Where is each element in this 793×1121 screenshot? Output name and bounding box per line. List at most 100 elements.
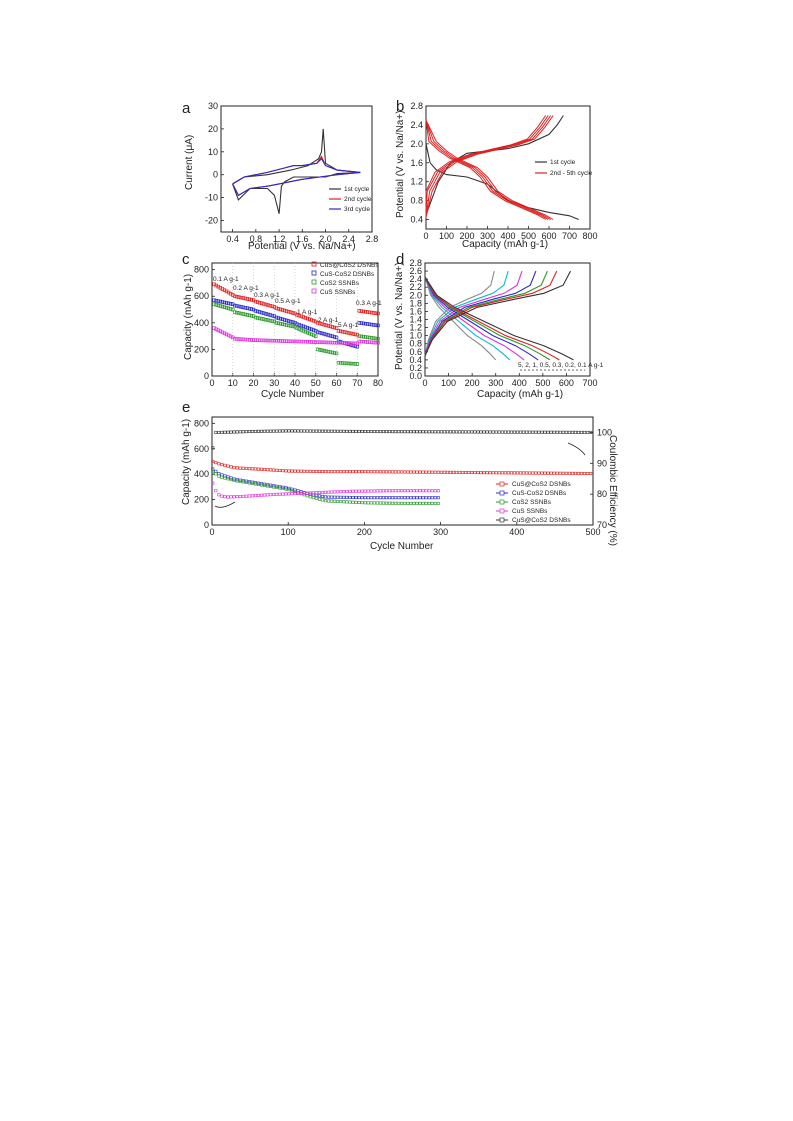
d-y-tick-label: 2.8 bbox=[409, 258, 422, 268]
e-data-point bbox=[378, 430, 382, 434]
e-data-point bbox=[406, 496, 410, 500]
c-data-point bbox=[262, 311, 266, 315]
e-data-point bbox=[223, 474, 227, 478]
e-data-point bbox=[418, 489, 422, 493]
c-data-point bbox=[222, 305, 227, 309]
e-data-point bbox=[509, 471, 513, 475]
e-data-point bbox=[241, 466, 245, 470]
a-y-tick-label: 0 bbox=[213, 170, 218, 180]
c-data-point bbox=[235, 294, 239, 299]
b-y-tick-label: 2.4 bbox=[410, 120, 423, 130]
e-data-point bbox=[577, 430, 581, 434]
c-data-point bbox=[239, 295, 243, 300]
e-data-point bbox=[421, 501, 425, 505]
d-y-tick-label: 0.0 bbox=[409, 371, 422, 381]
e-data-point bbox=[256, 467, 260, 471]
e-data-point bbox=[491, 471, 495, 475]
c-data-point bbox=[278, 307, 283, 312]
c-data-point bbox=[255, 338, 260, 342]
e-data-point bbox=[369, 496, 373, 500]
e-data-point bbox=[351, 470, 355, 474]
e-data-point bbox=[247, 467, 251, 471]
d-annotation: 5, 2, 1, 0.5, 0.3, 0.2, 0.1 A g-1 bbox=[518, 362, 604, 369]
e-data-point bbox=[418, 470, 422, 474]
e-data-point bbox=[433, 430, 437, 434]
e-data-point bbox=[226, 464, 230, 468]
e-data-point bbox=[561, 430, 565, 434]
e-data-point bbox=[369, 470, 373, 474]
e-data-point bbox=[400, 470, 404, 474]
e-data-point bbox=[217, 493, 221, 497]
c-data-point bbox=[336, 360, 341, 365]
b-xlabel: Capacity (mAh g-1) bbox=[462, 239, 548, 250]
e-data-point bbox=[214, 472, 218, 476]
e-data-point bbox=[430, 496, 434, 500]
c-data-point bbox=[340, 341, 345, 345]
c-data-point bbox=[291, 339, 295, 344]
c-data-point bbox=[235, 310, 239, 315]
e-data-point bbox=[394, 470, 398, 474]
c-data-point bbox=[299, 339, 303, 344]
e-data-point bbox=[372, 496, 376, 500]
e-data-point bbox=[360, 470, 364, 474]
c-data-point bbox=[349, 331, 353, 336]
c-data-point bbox=[268, 338, 272, 343]
e-data-point bbox=[433, 496, 437, 500]
e-data-point bbox=[561, 471, 565, 475]
c-data-point bbox=[334, 351, 339, 356]
c-data-point bbox=[367, 340, 372, 344]
e-data-point bbox=[589, 430, 593, 434]
a-x-tick-label: 0.8 bbox=[250, 234, 263, 244]
e-y-tick-label: 800 bbox=[194, 418, 209, 428]
c-data-point bbox=[233, 310, 237, 314]
c-data-point bbox=[332, 351, 337, 355]
e-data-point bbox=[394, 501, 398, 505]
e-data-point bbox=[214, 489, 218, 493]
e-data-point bbox=[226, 477, 230, 481]
e-data-point bbox=[360, 489, 364, 493]
e-data-point bbox=[381, 430, 385, 434]
c-data-point bbox=[293, 339, 297, 344]
e-data-point bbox=[260, 429, 264, 433]
e-data-point bbox=[537, 430, 541, 434]
c-data-point bbox=[345, 361, 349, 366]
e-data-point bbox=[317, 497, 321, 501]
c-data-point bbox=[260, 301, 264, 306]
b-series-line bbox=[425, 115, 552, 218]
e-data-point bbox=[375, 501, 379, 505]
e-data-point bbox=[345, 470, 349, 474]
e-data-point bbox=[314, 493, 318, 497]
d-x-tick-label: 0 bbox=[422, 378, 427, 388]
c-data-point bbox=[249, 298, 254, 302]
c-data-point bbox=[291, 320, 295, 324]
c-data-point bbox=[239, 337, 243, 341]
e-data-point bbox=[436, 470, 440, 474]
a-x-tick-label: 1.6 bbox=[296, 234, 309, 244]
d-y-tick-label: 0.4 bbox=[409, 355, 422, 365]
e-data-point bbox=[500, 471, 504, 475]
c-data-point bbox=[326, 324, 330, 328]
e-data-point bbox=[220, 494, 224, 498]
e-data-point bbox=[284, 429, 288, 433]
e-data-point bbox=[235, 466, 239, 470]
e-data-point bbox=[317, 470, 321, 474]
e-data-point bbox=[305, 491, 309, 495]
c-data-point bbox=[324, 340, 328, 345]
c-rate-label: 0.3 A g-1 bbox=[356, 300, 382, 307]
e-data-point bbox=[226, 475, 230, 479]
e-data-point bbox=[223, 476, 227, 480]
e-data-point bbox=[369, 489, 373, 493]
d-y-tick-label: 1.0 bbox=[409, 331, 422, 341]
e-data-point bbox=[482, 430, 486, 434]
e-data-point bbox=[302, 469, 306, 473]
c-data-point bbox=[338, 361, 343, 365]
e-data-point bbox=[381, 501, 385, 505]
c-data-point bbox=[214, 327, 218, 331]
e-data-point bbox=[354, 429, 358, 433]
c-data-point bbox=[365, 322, 370, 326]
e-data-point bbox=[339, 500, 343, 504]
e-data-point bbox=[317, 494, 321, 498]
e-data-point bbox=[278, 492, 282, 496]
c-data-point bbox=[376, 337, 380, 341]
